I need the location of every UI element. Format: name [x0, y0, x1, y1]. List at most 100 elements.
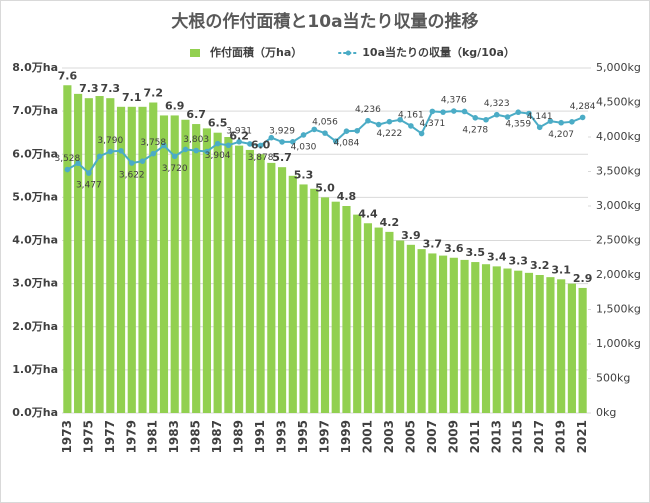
- line-value-label: 4,030: [291, 142, 317, 152]
- x-tick-label: 2015: [511, 420, 525, 453]
- line-marker: [526, 110, 532, 117]
- x-tick-label: 1995: [296, 420, 310, 453]
- legend-swatch: [345, 50, 351, 56]
- y2-tick-label: 500kg: [596, 372, 630, 385]
- y2-tick-label: 2,500kg: [596, 234, 641, 247]
- line-value-label: 4,323: [484, 99, 510, 109]
- line-marker: [547, 118, 554, 124]
- line-marker: [118, 148, 124, 154]
- line-value-label: 4,056: [312, 118, 338, 128]
- bar: [288, 175, 297, 413]
- bar-value-label: 6.9: [165, 99, 185, 112]
- bar: [245, 149, 254, 413]
- bar: [481, 264, 491, 413]
- y2-tick-label: 4,000kg: [596, 130, 641, 143]
- bar-value-label: 7.6: [58, 69, 78, 82]
- x-tick-label: 1975: [81, 420, 95, 453]
- line-value-label: 3,720: [162, 164, 188, 174]
- bar-value-label: 3.1: [551, 263, 571, 276]
- bar: [514, 270, 523, 413]
- line-marker: [214, 140, 221, 147]
- x-tick-label: 2005: [403, 420, 417, 453]
- y-tick-label: 7.0万ha: [12, 104, 58, 117]
- bar-value-label: 7.3: [79, 82, 99, 95]
- line-value-label: 4,376: [441, 96, 467, 106]
- y-tick-label: 1.0万ha: [12, 363, 58, 376]
- x-tick-label: 1989: [232, 420, 246, 453]
- line-marker: [397, 116, 403, 123]
- y2-tick-label: 5,000kg: [596, 61, 641, 74]
- x-tick-label: 1991: [253, 420, 267, 453]
- x-tick-label: 2003: [382, 420, 396, 453]
- x-tick-label: 1973: [60, 420, 74, 453]
- bar: [406, 244, 415, 413]
- line-marker: [472, 115, 479, 121]
- bar-value-label: 3.4: [487, 250, 507, 263]
- line-marker: [225, 142, 232, 149]
- x-tick-label: 1981: [146, 420, 160, 453]
- line-marker: [343, 128, 350, 135]
- bar-value-label: 7.3: [101, 82, 121, 95]
- line-value-label: 3,477: [76, 181, 102, 191]
- bar: [353, 214, 362, 413]
- line-value-label: 3,931: [226, 126, 252, 136]
- x-tick-label: 1997: [318, 420, 332, 453]
- line-marker: [182, 146, 189, 153]
- bar: [235, 145, 244, 413]
- x-tick-label: 2021: [575, 420, 589, 453]
- line-value-label: 4,141: [527, 112, 553, 122]
- line-value-label: 3,929: [269, 126, 295, 136]
- line-marker: [75, 160, 81, 167]
- line-value-label: 3,904: [205, 151, 231, 161]
- bar: [277, 167, 287, 413]
- line-marker: [322, 130, 328, 136]
- x-tick-label: 1983: [167, 420, 181, 453]
- line-value-label: 3,790: [97, 136, 123, 146]
- bar-value-label: 7.2: [143, 87, 163, 100]
- line-marker: [161, 142, 167, 149]
- y2-tick-label: 1,500kg: [596, 303, 641, 316]
- line-value-label: 4,161: [398, 110, 424, 120]
- bar: [567, 283, 576, 413]
- y-tick-label: 5.0万ha: [12, 190, 58, 203]
- x-tick-label: 2007: [425, 420, 439, 453]
- y-tick-label: 3.0万ha: [12, 277, 58, 290]
- x-tick-label: 1993: [275, 420, 289, 453]
- bar: [106, 98, 115, 413]
- bar: [439, 255, 448, 413]
- line-value-label: 3,758: [140, 138, 166, 148]
- line-value-label: 3,622: [119, 171, 145, 181]
- x-tick-label: 2013: [489, 420, 503, 453]
- line-value-label: 4,359: [505, 120, 531, 130]
- line-marker: [483, 116, 489, 123]
- bar-value-label: 6.5: [208, 117, 228, 130]
- y-tick-label: 2.0万ha: [12, 320, 58, 333]
- bar: [192, 124, 201, 413]
- bar: [342, 206, 351, 413]
- bar: [396, 240, 405, 413]
- x-tick-label: 1977: [103, 420, 117, 453]
- bar: [460, 259, 469, 413]
- line-value-label: 3,803: [183, 135, 209, 145]
- bar: [74, 93, 83, 413]
- bar: [557, 279, 566, 413]
- bar: [546, 277, 555, 413]
- bar: [213, 132, 222, 413]
- line-marker: [311, 126, 318, 133]
- bar: [331, 201, 340, 413]
- y-tick-label: 8.0万ha: [12, 61, 58, 74]
- bar-value-label: 6.0: [251, 138, 271, 151]
- line-marker: [96, 153, 103, 160]
- bar: [127, 106, 136, 413]
- line-marker: [257, 142, 264, 149]
- bar: [256, 154, 265, 413]
- bar: [149, 102, 158, 413]
- bar-value-label: 3.9: [401, 229, 421, 242]
- bar: [170, 115, 179, 413]
- x-tick-label: 1987: [210, 420, 224, 453]
- line-marker: [461, 108, 468, 115]
- bar: [503, 268, 512, 413]
- bar-value-label: 5.3: [294, 168, 314, 181]
- y2-tick-label: 3,000kg: [596, 199, 641, 212]
- line-marker: [515, 109, 522, 116]
